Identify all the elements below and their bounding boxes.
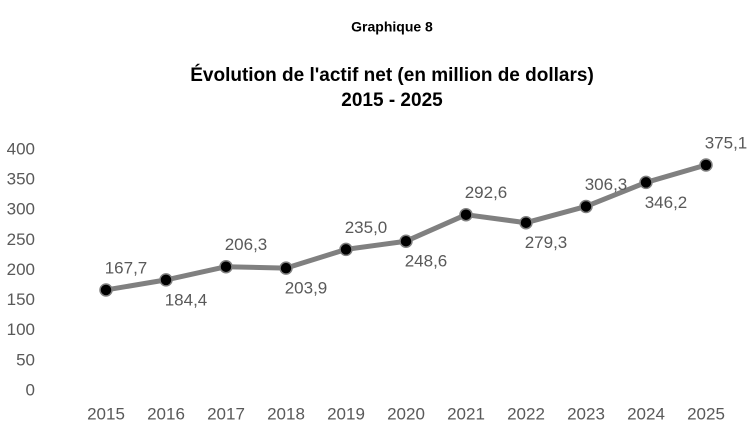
x-tick-label: 2024 <box>627 404 665 423</box>
y-tick-label: 400 <box>7 139 35 158</box>
data-label: 235,0 <box>345 218 388 237</box>
y-tick-label: 200 <box>7 260 35 279</box>
data-point <box>99 283 113 297</box>
x-tick-label: 2025 <box>687 404 725 423</box>
x-tick-label: 2018 <box>267 404 305 423</box>
y-tick-label: 300 <box>7 200 35 219</box>
data-point <box>219 259 233 274</box>
data-label: 306,3 <box>585 175 628 194</box>
chart-title: Évolution de l'actif net (en million de … <box>190 64 594 86</box>
y-tick-label: 250 <box>7 230 35 249</box>
data-point <box>699 158 713 172</box>
data-point <box>399 234 413 248</box>
y-tick-label: 100 <box>7 320 35 339</box>
x-tick-label: 2023 <box>567 404 605 423</box>
data-point <box>159 273 173 287</box>
data-point <box>639 175 653 190</box>
y-tick-label: 150 <box>7 290 35 309</box>
x-tick-label: 2021 <box>447 404 485 423</box>
chart-subtitle: 2015 - 2025 <box>341 90 443 111</box>
data-label: 292,6 <box>465 183 508 202</box>
data-label: 206,3 <box>225 235 268 254</box>
data-point <box>279 261 293 275</box>
x-tick-label: 2022 <box>507 404 545 423</box>
data-label: 167,7 <box>105 258 148 277</box>
data-label: 203,9 <box>285 279 328 298</box>
data-point <box>459 207 473 222</box>
data-label: 248,6 <box>405 252 448 271</box>
y-tick-label: 350 <box>7 170 35 189</box>
data-label: 375,1 <box>705 133 748 152</box>
x-tick-label: 2016 <box>147 404 185 423</box>
figure-label: Graphique 8 <box>351 19 433 35</box>
data-label: 184,4 <box>165 290 208 309</box>
y-tick-label: 50 <box>16 350 35 369</box>
x-tick-label: 2015 <box>87 404 125 423</box>
data-point <box>519 215 533 230</box>
x-tick-label: 2017 <box>207 404 245 423</box>
data-point <box>339 242 353 257</box>
data-label: 279,3 <box>525 233 568 252</box>
x-tick-label: 2020 <box>387 404 425 423</box>
x-tick-label: 2019 <box>327 404 365 423</box>
data-label: 346,2 <box>645 193 688 212</box>
y-tick-label: 0 <box>26 380 35 399</box>
data-point <box>579 199 593 214</box>
